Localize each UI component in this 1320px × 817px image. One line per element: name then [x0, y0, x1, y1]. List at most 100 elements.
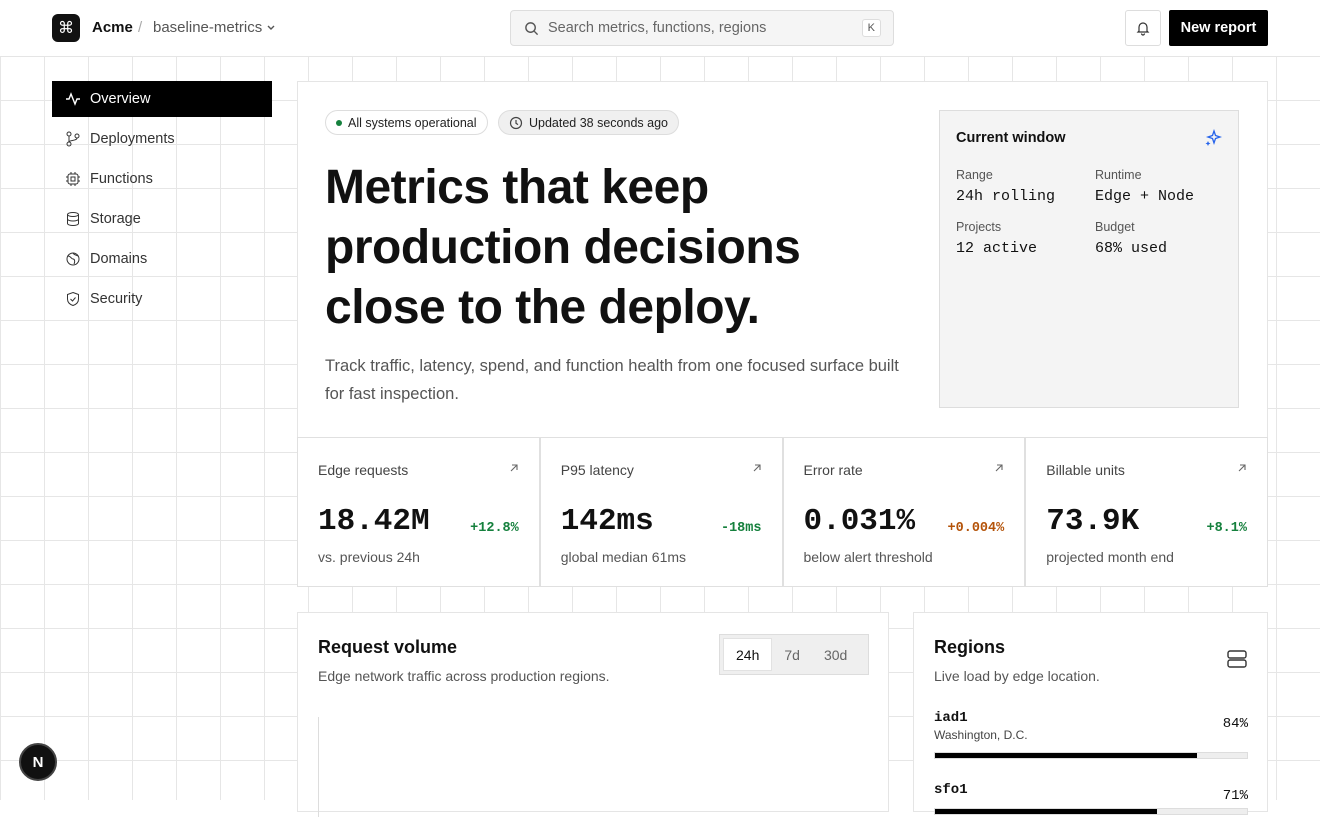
stat-label: P95 latency — [560, 462, 634, 478]
stat-card[interactable]: Error rate 0.031% +0.004% below alert thres… — [782, 437, 1026, 587]
nav-icon — [67, 212, 79, 227]
nav-icon — [66, 172, 80, 186]
title-line: production decisions — [325, 221, 801, 274]
sparkle-icon — [1205, 129, 1222, 146]
brand[interactable]: Acme — [92, 19, 133, 36]
logo[interactable]: ⌘ — [52, 14, 80, 42]
card-title: Regions — [934, 637, 1006, 657]
nav-icon — [66, 131, 80, 147]
project-switcher[interactable]: baseline-metrics — [153, 19, 276, 36]
stat-label: Error rate — [803, 462, 863, 478]
chevron — [267, 25, 275, 30]
nav-item[interactable]: Overview — [52, 81, 272, 117]
item-label: Projects — [956, 220, 1002, 234]
stat-note: global median 61ms — [560, 549, 687, 565]
stat-card[interactable]: Edge requests 18.42M +12.8% vs. previous 24… — [297, 437, 540, 587]
load-bar — [935, 753, 1198, 758]
open-link[interactable] — [509, 460, 519, 478]
stat-change: -18ms — [720, 521, 762, 536]
stat-note: projected month end — [1046, 549, 1174, 565]
nav-label: Functions — [90, 171, 153, 187]
floating-badge[interactable]: N — [19, 743, 57, 781]
new-report-button[interactable]: New report — [1169, 10, 1268, 46]
item-value: 68% used — [1095, 240, 1168, 257]
search-icon — [525, 22, 539, 36]
range-tabs: 24h 7d 30d — [719, 634, 869, 675]
region-row: iad1 Washington, D.C. 84% — [934, 710, 1248, 759]
region-city: Washington, D.C. — [934, 728, 1028, 742]
nav-item[interactable]: Functions — [52, 161, 272, 197]
load-track — [934, 752, 1248, 759]
nav-icon — [66, 92, 80, 106]
nav-item[interactable]: Deployments — [52, 121, 272, 157]
arrow-icon — [510, 464, 518, 472]
stat-note: vs. previous 24h — [318, 549, 420, 565]
stat-value: 18.42M — [318, 504, 430, 539]
hero-description: Track traffic, latency, spend, and funct… — [325, 357, 899, 403]
range-tab[interactable]: 30d — [823, 646, 848, 663]
nav-item[interactable]: Domains — [52, 241, 272, 277]
region-load: 71% — [1222, 788, 1248, 804]
window-item: Range 24h rolling — [956, 168, 1086, 205]
nav-label: Security — [90, 291, 143, 307]
window-item: Projects 12 active — [956, 220, 1086, 257]
range-tab[interactable]: 7d — [784, 646, 800, 663]
stat-card[interactable]: Billable units 73.9K +8.1% projected month … — [1025, 437, 1268, 587]
card-subtitle: Live load by edge location. — [934, 668, 1100, 684]
region-load: 84% — [1222, 716, 1248, 732]
stat-change: +0.004% — [947, 521, 1005, 536]
top-bar: ⌘ Acme / baseline-metrics Search metrics… — [0, 0, 1320, 57]
card-title: Request volume — [318, 637, 458, 657]
title-line: close to the deploy. — [325, 281, 760, 334]
region-row: sfo1 71% — [934, 782, 1248, 815]
server-icon[interactable] — [1226, 648, 1248, 670]
status-badge: All systems operational — [325, 110, 488, 135]
notifications-button[interactable] — [1125, 10, 1161, 46]
project-name: baseline-metrics — [153, 19, 263, 36]
search-box[interactable]: Search metrics, functions, regions K — [510, 10, 894, 46]
shortcut-key: K — [861, 19, 881, 37]
open-link[interactable] — [752, 460, 762, 478]
search-placeholder: Search metrics, functions, regions — [548, 20, 767, 36]
chart-axis — [318, 717, 319, 817]
stat-card[interactable]: P95 latency 142ms -18ms global median 61ms — [539, 437, 783, 587]
item-value: 12 active — [956, 240, 1038, 257]
nav-label: Deployments — [90, 131, 175, 147]
item-value: Edge + Node — [1095, 188, 1195, 205]
separator: / — [138, 19, 143, 36]
current-window-card: Current window Range 24h rolling Runtime E… — [939, 110, 1239, 408]
card-title: Current window — [956, 130, 1066, 146]
stat-value: 142ms — [560, 504, 654, 539]
open-link[interactable] — [994, 460, 1004, 478]
badge-text: Updated 38 seconds ago — [529, 115, 668, 130]
stat-label: Billable units — [1046, 462, 1125, 478]
nav-label: Domains — [90, 251, 148, 267]
nav-label: Storage — [90, 211, 141, 227]
regions-card: Regions Live load by edge location. iad1… — [913, 612, 1268, 815]
title-line: Metrics that keep — [325, 161, 709, 214]
load-bar — [935, 809, 1157, 814]
nav-item[interactable]: Security — [52, 281, 272, 317]
nav-icon — [67, 291, 79, 307]
updated-badge: Updated 38 seconds ago — [498, 110, 679, 135]
region-code: iad1 — [934, 710, 968, 726]
stat-value: 73.9K — [1046, 504, 1140, 539]
hero-title: Metrics that keep production decisions c… — [325, 158, 801, 338]
stat-label: Edge requests — [318, 462, 409, 478]
clock-icon — [509, 116, 523, 129]
arrow-icon — [1238, 464, 1246, 472]
range-tab[interactable]: 24h — [723, 638, 773, 671]
stat-note: below alert threshold — [803, 549, 933, 565]
window-item: Budget 68% used — [1095, 220, 1225, 257]
open-link[interactable] — [1237, 460, 1247, 478]
sidebar: Overview Deployments Functions Storage D… — [52, 81, 272, 321]
arrow-icon — [995, 464, 1003, 472]
stats-row: Edge requests 18.42M +12.8% vs. previous 24… — [297, 437, 1268, 587]
item-label: Range — [956, 168, 993, 182]
arrow-icon — [753, 464, 761, 472]
nav-item[interactable]: Storage — [52, 201, 272, 237]
region-code: sfo1 — [934, 782, 968, 798]
nav-label: Overview — [90, 91, 151, 107]
badge-text: All systems operational — [348, 115, 477, 130]
